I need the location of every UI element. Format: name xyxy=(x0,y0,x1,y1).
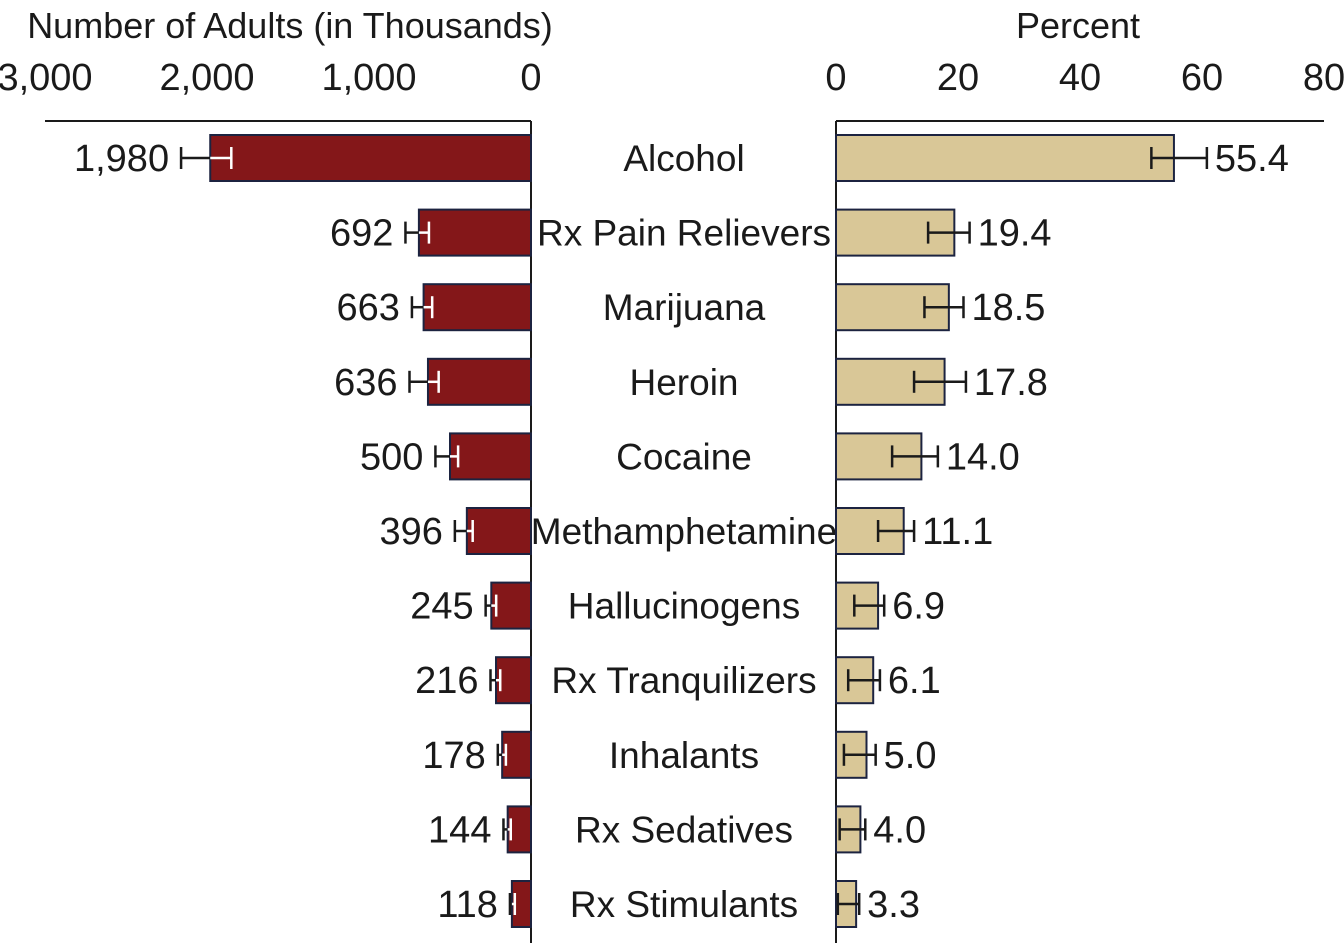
left-tick-labels: 3,000 2,000 1,000 0 xyxy=(0,57,542,99)
category-label: Rx Pain Relievers xyxy=(537,213,831,254)
category-label: Rx Tranquilizers xyxy=(551,660,816,701)
right-tick-label: 60 xyxy=(1181,57,1223,99)
left-bar xyxy=(422,283,532,332)
right-data-label: 4.0 xyxy=(873,809,926,851)
left-data-label: 178 xyxy=(422,735,485,777)
category-label: Heroin xyxy=(630,362,739,403)
right-tick-label: 20 xyxy=(937,57,979,99)
right-data-label: 14.0 xyxy=(946,436,1020,478)
left-bar xyxy=(490,581,532,630)
right-tick-labels: 0 20 40 60 80 xyxy=(825,57,1344,99)
left-bar xyxy=(417,208,532,257)
left-bars: 1,980 692 663 636 500 396 245 216 178 144 118 xyxy=(74,134,533,928)
right-tick-label: 40 xyxy=(1059,57,1101,99)
right-data-label: 6.9 xyxy=(892,586,945,628)
left-tick-label: 2,000 xyxy=(159,57,254,99)
right-data-label: 3.3 xyxy=(867,884,920,926)
left-bar xyxy=(209,134,533,182)
right-axis-title: Percent xyxy=(1016,5,1140,46)
right-data-label: 19.4 xyxy=(978,213,1052,255)
left-data-label: 636 xyxy=(334,362,397,404)
left-bar xyxy=(465,507,532,555)
left-axis-title: Number of Adults (in Thousands) xyxy=(27,5,553,46)
left-data-label: 692 xyxy=(330,213,393,255)
right-data-label: 17.8 xyxy=(974,362,1048,404)
left-data-label: 245 xyxy=(410,586,473,628)
left-bar xyxy=(495,656,532,705)
left-data-label: 396 xyxy=(379,511,442,553)
left-data-label: 118 xyxy=(437,884,498,926)
right-panel: Percent 0 20 40 60 80 55.4 19.4 18.5 17.8 14.0 11… xyxy=(825,5,1344,943)
left-data-label: 144 xyxy=(428,809,491,851)
left-panel: Number of Adults (in Thousands) 3,000 2,0… xyxy=(0,5,553,943)
right-data-label: 18.5 xyxy=(971,287,1045,329)
left-data-label: 500 xyxy=(360,436,423,478)
right-data-label: 6.1 xyxy=(888,660,941,702)
left-tick-label: 0 xyxy=(520,57,541,99)
category-label: Rx Sedatives xyxy=(575,809,793,850)
left-tick-label: 1,000 xyxy=(321,57,416,99)
left-bar xyxy=(449,432,532,481)
category-label: Methamphetamine xyxy=(531,511,837,552)
category-label: Alcohol xyxy=(623,138,744,179)
left-data-label: 216 xyxy=(415,660,478,702)
left-tick-label: 3,000 xyxy=(0,57,93,99)
right-tick-label: 80 xyxy=(1303,57,1344,99)
left-data-label: 1,980 xyxy=(74,138,169,180)
right-bar xyxy=(835,134,1175,182)
right-tick-label: 0 xyxy=(825,57,846,99)
category-label: Marijuana xyxy=(603,287,766,328)
category-labels: Alcohol Rx Pain Relievers Marijuana Heroin C… xyxy=(531,138,837,925)
left-data-label: 663 xyxy=(337,287,400,329)
right-data-label: 5.0 xyxy=(884,735,937,777)
category-label: Inhalants xyxy=(609,735,759,776)
category-label: Cocaine xyxy=(616,436,752,477)
category-label: Hallucinogens xyxy=(568,586,800,627)
left-bar xyxy=(426,357,532,406)
category-label: Rx Stimulants xyxy=(570,884,798,925)
right-data-label: 11.1 xyxy=(922,511,993,553)
right-bars: 55.4 19.4 18.5 17.8 14.0 11.1 6.9 6.1 5.0 4.0 3.3 xyxy=(835,134,1289,928)
right-data-label: 55.4 xyxy=(1215,138,1289,180)
